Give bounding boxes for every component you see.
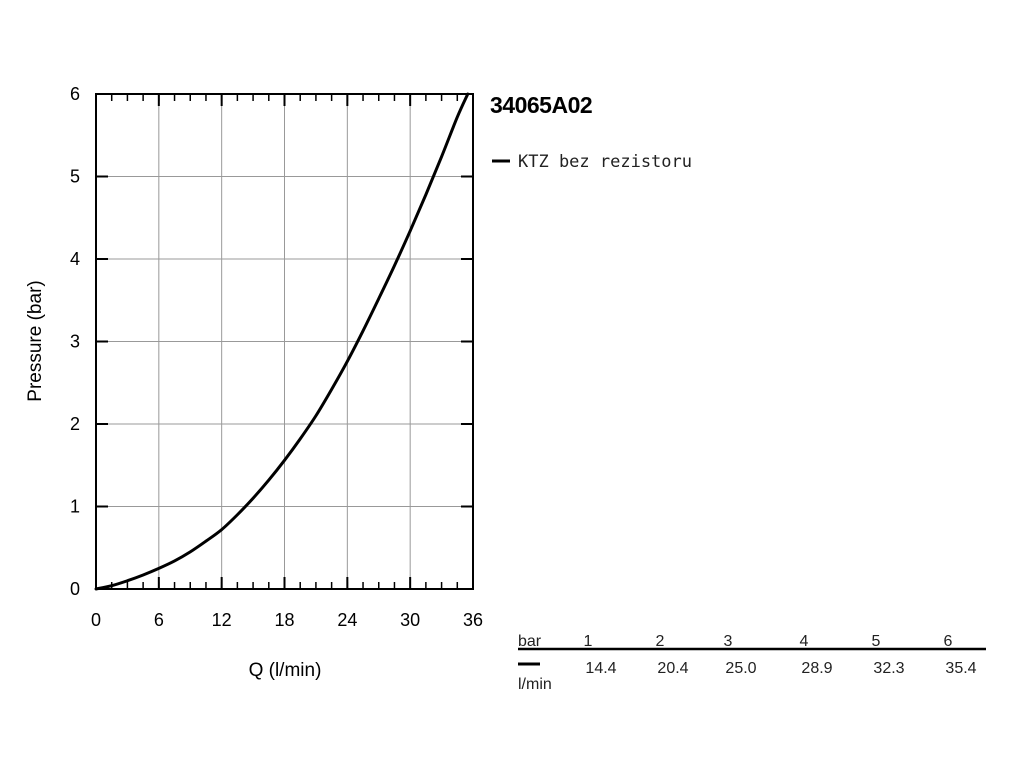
y-tick-labels: 0 1 2 3 4 5 6 <box>70 84 80 599</box>
x-tick-label: 0 <box>91 610 101 630</box>
table-flow-cell: 32.3 <box>873 660 904 677</box>
plot-frame <box>95 93 474 590</box>
value-table: bar l/min 1 2 3 4 5 6 14.4 20.4 25.0 28.9 32.3 35.4 <box>518 633 986 693</box>
y-tick-label: 1 <box>70 497 80 517</box>
y-tick-label: 4 <box>70 249 80 269</box>
x-tick-label: 24 <box>337 610 357 630</box>
series-line <box>94 92 470 591</box>
table-row-label: l/min <box>518 676 552 693</box>
y-tick-label: 3 <box>70 332 80 352</box>
table-pressure-cell: 6 <box>944 633 953 650</box>
y-tick-label: 2 <box>70 414 80 434</box>
table-header-label: bar <box>518 633 542 650</box>
x-tick-label: 36 <box>463 610 483 630</box>
x-tick-labels: 0 6 12 18 24 30 36 <box>91 610 483 630</box>
x-tick-label: 30 <box>400 610 420 630</box>
y-tick-label: 5 <box>70 167 80 187</box>
table-flow-cell: 28.9 <box>801 660 832 677</box>
y-axis-title: Pressure (bar) <box>25 280 46 401</box>
table-pressure-cell: 2 <box>656 633 665 650</box>
x-tick-label: 18 <box>274 610 294 630</box>
x-tick-label: 12 <box>212 610 232 630</box>
table-flow-cell: 14.4 <box>585 660 616 677</box>
table-pressure-cell: 4 <box>800 633 809 650</box>
chart-title: 34065A02 <box>490 92 592 118</box>
table-flow-cell: 20.4 <box>657 660 688 677</box>
x-axis-title: Q (l/min) <box>249 660 322 681</box>
legend-label: KTZ bez rezistoru <box>518 152 692 172</box>
y-tick-label: 0 <box>70 579 80 599</box>
series-lines <box>94 92 470 591</box>
table-flow-cell: 25.0 <box>725 660 756 677</box>
legend: KTZ bez rezistoru <box>492 152 692 172</box>
table-pressure-cell: 1 <box>584 633 593 650</box>
table-pressure-cell: 3 <box>724 633 733 650</box>
y-tick-label: 6 <box>70 84 80 104</box>
x-tick-label: 6 <box>154 610 164 630</box>
table-flow-cell: 35.4 <box>945 660 976 677</box>
table-pressure-cell: 5 <box>872 633 881 650</box>
grid-lines <box>96 94 473 589</box>
